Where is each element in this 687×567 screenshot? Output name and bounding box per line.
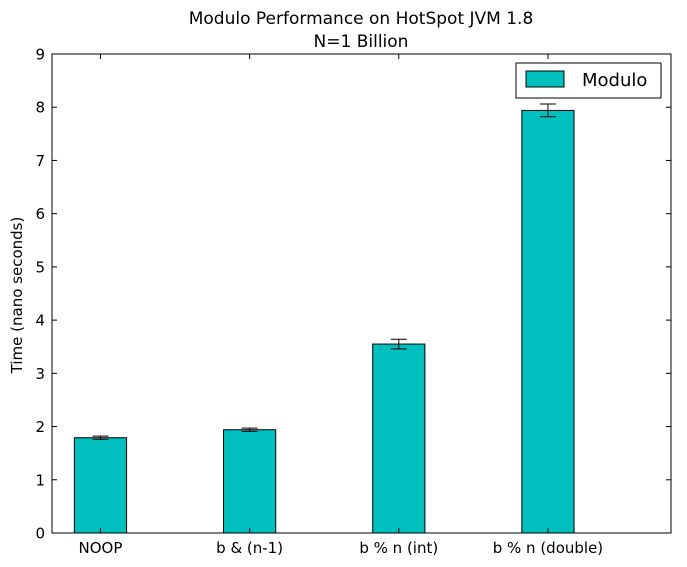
- bar: [223, 429, 277, 534]
- y-tick-label: 2: [35, 418, 45, 436]
- chart-title-line-2: N=1 Billion: [314, 32, 409, 52]
- x-tick-label: b % n (int): [359, 539, 438, 557]
- bar: [372, 343, 426, 534]
- y-tick-label: 4: [35, 312, 45, 330]
- legend: Modulo: [515, 62, 662, 99]
- axes-frame: [51, 53, 672, 534]
- legend-label: Modulo: [582, 70, 647, 91]
- x-tick-label: b & (n-1): [216, 539, 283, 557]
- y-tick-label: 6: [35, 205, 45, 223]
- y-tick-label: 7: [35, 152, 45, 170]
- y-tick-label: 5: [35, 258, 45, 276]
- plot-area: 0 1 2 3 4 5 6 7 8 9 NOOP b & (n-1) b % n (int) b % n …: [35, 46, 672, 557]
- y-tick-label: 1: [35, 471, 45, 489]
- bar: [73, 437, 128, 534]
- x-tick-label: b % n (double): [493, 539, 603, 557]
- y-axis-label: Time (nano seconds): [8, 217, 26, 375]
- y-tick-label: 8: [35, 99, 45, 117]
- y-tick-label: 9: [35, 46, 45, 64]
- y-tick-label: 3: [35, 365, 45, 383]
- y-tick-label: 0: [35, 525, 45, 543]
- bar: [521, 109, 575, 534]
- chart-title-line-1: Modulo Performance on HotSpot JVM 1.8: [189, 9, 534, 29]
- x-tick-label: NOOP: [79, 539, 123, 557]
- legend-swatch: [525, 70, 565, 88]
